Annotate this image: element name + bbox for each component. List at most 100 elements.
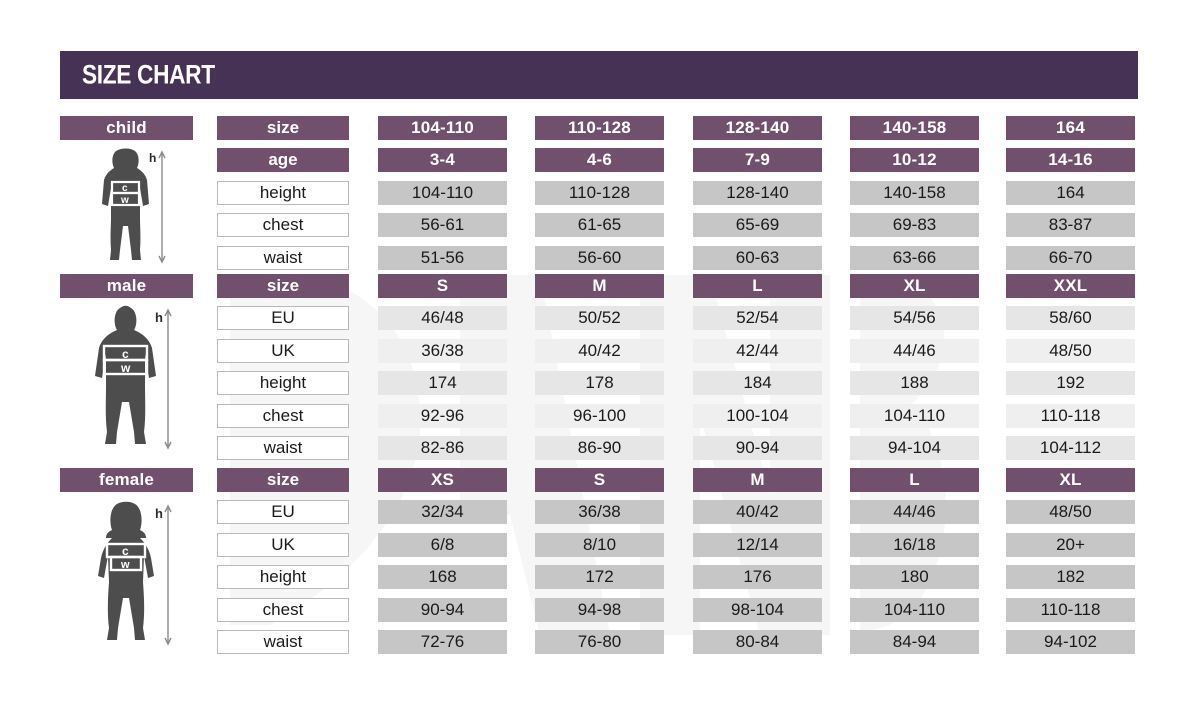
column-header-child-r0-c1: 110-128 [535,116,664,140]
title-bar: SIZE CHART [60,51,1138,99]
data-cell-male-r2-c0: 174 [378,371,507,396]
data-cell-female-r0-c0: 32/34 [378,500,507,525]
data-cell-female-r3-c3: 104-110 [850,597,979,622]
svg-text:w: w [120,559,130,571]
row-label-child-size: size [217,116,349,140]
data-cell-male-r2-c1: 178 [535,371,664,396]
column-header-child-r1-c0: 3-4 [378,148,507,173]
column-header-child-r1-c4: 14-16 [1006,148,1135,173]
data-cell-child-r0-c2: 128-140 [693,180,822,205]
data-cell-female-r4-c4: 94-102 [1006,630,1135,654]
row-label-male-waist: waist [217,436,349,460]
svg-text:c: c [122,347,129,361]
data-cell-male-r0-c3: 54/56 [850,306,979,331]
row-label-child-waist: waist [217,245,349,270]
data-cell-male-r0-c2: 52/54 [693,306,822,331]
column-header-male-r0-c1: M [535,274,664,298]
data-cell-child-r1-c1: 61-65 [535,213,664,238]
column-header-child-r0-c2: 128-140 [693,116,822,140]
column-header-female-r0-c2: M [693,468,822,492]
child-figure: c w h [84,146,184,264]
data-cell-female-r0-c1: 36/38 [535,500,664,525]
svg-text:h: h [155,310,163,325]
row-label-male-chest: chest [217,403,349,428]
data-cell-female-r3-c1: 94-98 [535,597,664,622]
row-label-male-height: height [217,371,349,396]
data-cell-male-r0-c0: 46/48 [378,306,507,331]
data-cell-female-r4-c1: 76-80 [535,630,664,654]
data-cell-child-r2-c3: 63-66 [850,245,979,270]
row-label-female-height: height [217,565,349,590]
group-header-female: female [60,468,193,492]
data-cell-male-r3-c4: 110-118 [1006,403,1135,428]
column-header-child-r0-c3: 140-158 [850,116,979,140]
row-label-column-child: size age height chest waist [217,116,349,278]
column-header-child-r0-c0: 104-110 [378,116,507,140]
column-header-child-r1-c2: 7-9 [693,148,822,173]
data-cell-male-r3-c3: 104-110 [850,403,979,428]
data-cell-child-r0-c4: 164 [1006,180,1135,205]
row-label-female-chest: chest [217,597,349,622]
row-label-column-male: size EU UK height chest waist [217,274,349,468]
row-label-male-size: size [217,274,349,298]
data-cell-male-r0-c1: 50/52 [535,306,664,331]
row-label-column-female: size EU UK height chest waist [217,468,349,662]
column-header-female-r0-c1: S [535,468,664,492]
data-cell-child-r1-c2: 65-69 [693,213,822,238]
column-header-male-r0-c0: S [378,274,507,298]
column-header-child-r1-c3: 10-12 [850,148,979,173]
row-label-child-age: age [217,148,349,173]
data-cell-male-r1-c2: 42/44 [693,338,822,363]
data-cell-female-r1-c3: 16/18 [850,532,979,557]
row-label-female-eu: EU [217,500,349,525]
page-title: SIZE CHART [82,59,215,90]
svg-text:h: h [155,506,163,521]
data-cell-child-r0-c1: 110-128 [535,180,664,205]
data-cell-male-r1-c1: 40/42 [535,338,664,363]
column-header-male-r0-c2: L [693,274,822,298]
column-header-female-r0-c4: XL [1006,468,1135,492]
data-cell-female-r2-c1: 172 [535,565,664,590]
data-cell-female-r3-c4: 110-118 [1006,597,1135,622]
data-cell-female-r1-c0: 6/8 [378,532,507,557]
data-cell-female-r2-c0: 168 [378,565,507,590]
group-header-child: child [60,116,193,140]
data-cell-child-r1-c4: 83-87 [1006,213,1135,238]
data-cell-child-r1-c0: 56-61 [378,213,507,238]
data-cell-female-r3-c0: 90-94 [378,597,507,622]
data-cell-female-r4-c3: 84-94 [850,630,979,654]
data-cell-male-r1-c4: 48/50 [1006,338,1135,363]
data-cell-female-r4-c2: 80-84 [693,630,822,654]
data-cell-female-r1-c4: 20+ [1006,532,1135,557]
column-header-female-r0-c3: L [850,468,979,492]
data-cell-female-r2-c2: 176 [693,565,822,590]
group-header-male: male [60,274,193,298]
data-cell-female-r4-c0: 72-76 [378,630,507,654]
column-header-male-r0-c3: XL [850,274,979,298]
data-cell-male-r4-c2: 90-94 [693,436,822,460]
column-header-child-r1-c1: 4-6 [535,148,664,173]
data-cell-female-r0-c2: 40/42 [693,500,822,525]
data-cell-male-r4-c3: 94-104 [850,436,979,460]
group-header-label: male [106,276,147,295]
data-cell-female-r1-c1: 8/10 [535,532,664,557]
group-header-label: female [98,470,155,489]
data-cell-male-r3-c0: 92-96 [378,403,507,428]
data-cell-male-r2-c3: 188 [850,371,979,396]
data-cell-male-r1-c3: 44/46 [850,338,979,363]
data-cell-child-r0-c3: 140-158 [850,180,979,205]
male-figure: c w h [84,304,184,452]
data-cell-male-r1-c0: 36/38 [378,338,507,363]
data-cell-male-r4-c1: 86-90 [535,436,664,460]
data-cell-male-r2-c2: 184 [693,371,822,396]
row-label-female-size: size [217,468,349,492]
column-header-female-r0-c0: XS [378,468,507,492]
female-figure: c w h [84,498,184,646]
data-cell-child-r2-c1: 56-60 [535,245,664,270]
data-cell-female-r0-c4: 48/50 [1006,500,1135,525]
data-cell-female-r0-c3: 44/46 [850,500,979,525]
row-label-male-uk: UK [217,338,349,363]
svg-text:w: w [120,361,131,375]
data-cell-child-r0-c0: 104-110 [378,180,507,205]
row-label-female-waist: waist [217,630,349,654]
